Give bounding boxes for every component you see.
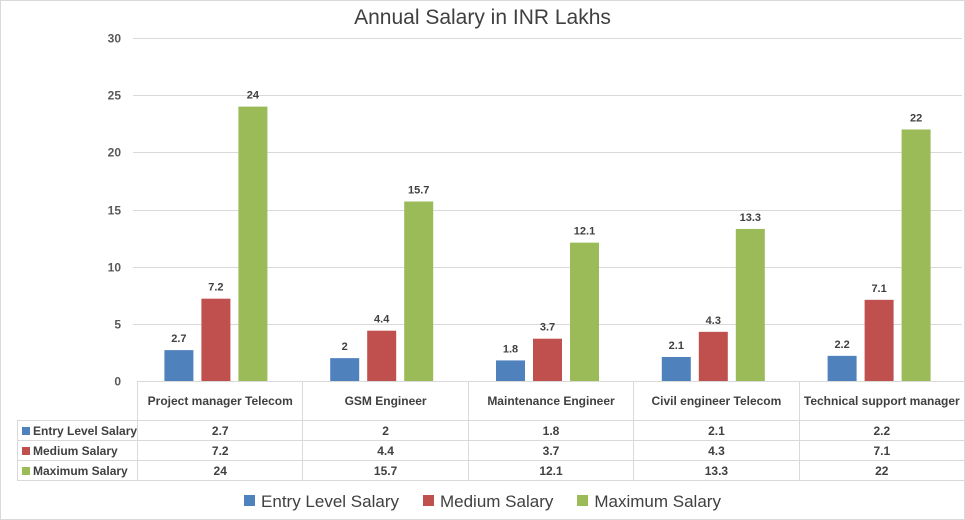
data-label: 2.2 <box>834 339 849 351</box>
legend-swatch-icon <box>244 495 256 506</box>
bar <box>901 129 931 381</box>
bar <box>864 299 894 381</box>
table-cell: 7.1 <box>798 440 965 461</box>
legend-swatch-icon <box>577 495 589 506</box>
bar <box>570 242 599 381</box>
table-cell: 2.7 <box>137 420 304 441</box>
y-tick-label: 20 <box>108 146 122 160</box>
series-label: Medium Salary <box>16 440 139 461</box>
bar <box>661 356 691 381</box>
data-label: 7.2 <box>208 282 223 294</box>
y-tick-label: 25 <box>108 89 122 103</box>
bar <box>827 355 857 381</box>
legend-swatch-icon <box>422 495 434 506</box>
data-label: 4.4 <box>374 314 390 326</box>
data-label: 24 <box>247 90 260 102</box>
legend-item: Entry Level Salary <box>244 492 399 512</box>
table-cell: 3.7 <box>467 440 635 461</box>
bar <box>201 298 231 381</box>
table-cell: 22 <box>798 460 965 481</box>
legend-item: Maximum Salary <box>577 492 721 512</box>
table-row: Medium Salary 7.2 4.4 3.7 4.3 7.1 <box>16 440 965 461</box>
category-label: Project manager Telecom <box>137 381 304 421</box>
y-tick-label: 5 <box>114 318 121 332</box>
table-corner <box>17 381 139 421</box>
legend-label: Maximum Salary <box>594 492 721 511</box>
data-label: 4.3 <box>706 315 721 327</box>
data-label: 22 <box>910 112 922 124</box>
bar <box>238 106 268 381</box>
bar <box>533 338 562 381</box>
category-label: Technical support manager <box>798 381 965 421</box>
table-cell: 2.1 <box>633 420 800 441</box>
category-label: GSM Engineer <box>302 381 469 421</box>
data-label: 13.3 <box>740 212 761 224</box>
y-tick-label: 30 <box>108 32 122 46</box>
legend-key-icon <box>22 426 30 435</box>
bar <box>735 228 765 381</box>
data-label: 15.7 <box>408 184 429 196</box>
bar <box>330 358 360 381</box>
table-row: Maximum Salary 24 15.7 12.1 13.3 22 <box>16 460 965 481</box>
table-cell: 4.3 <box>633 440 800 461</box>
table-cell: 1.8 <box>467 420 635 441</box>
data-label: 2.1 <box>669 340 684 352</box>
legend-key-icon <box>22 466 30 475</box>
y-tick-label: 10 <box>108 261 122 275</box>
chart-title: Annual Salary in INR Lakhs <box>354 6 611 29</box>
data-label: 2 <box>342 341 348 353</box>
bar <box>367 330 397 381</box>
category-label: Civil engineer Telecom <box>633 381 800 421</box>
table-cell: 12.1 <box>467 460 635 481</box>
bar <box>164 350 194 381</box>
data-label: 2.7 <box>171 333 186 345</box>
table-cell: 2.2 <box>798 420 965 441</box>
series-label: Entry Level Salary <box>16 420 139 441</box>
table-row: Entry Level Salary 2.7 2 1.8 2.1 2.2 <box>16 420 965 441</box>
data-label: 12.1 <box>574 226 595 238</box>
bar <box>496 360 525 381</box>
y-tick-label: 15 <box>108 204 122 218</box>
table-cell: 13.3 <box>633 460 800 481</box>
table-cell: 2 <box>302 420 469 441</box>
bar <box>404 201 434 381</box>
category-label: Maintenance Engineer <box>467 381 635 421</box>
legend-key-icon <box>22 446 30 455</box>
legend-label: Medium Salary <box>439 492 554 511</box>
table-header-row: Project manager Telecom GSM Engineer Maint… <box>17 381 965 421</box>
table-cell: 4.4 <box>302 440 469 461</box>
series-label: Maximum Salary <box>16 460 139 481</box>
bar <box>698 331 728 381</box>
legend-item: Medium Salary <box>422 492 554 512</box>
legend: Entry Level Salary Medium Salary Maximum S… <box>0 492 965 512</box>
data-label: 1.8 <box>503 343 518 355</box>
data-label: 3.7 <box>540 322 555 334</box>
data-label: 7.1 <box>871 283 886 295</box>
table-cell: 24 <box>137 460 304 481</box>
table-cell: 7.2 <box>137 440 304 461</box>
table-cell: 15.7 <box>302 460 469 481</box>
data-table: Project manager Telecom GSM Engineer Maint… <box>16 381 965 481</box>
plot-area: 0510152025302.77.22424.415.71.83.712.12.… <box>108 32 962 389</box>
legend-label: Entry Level Salary <box>261 492 399 511</box>
